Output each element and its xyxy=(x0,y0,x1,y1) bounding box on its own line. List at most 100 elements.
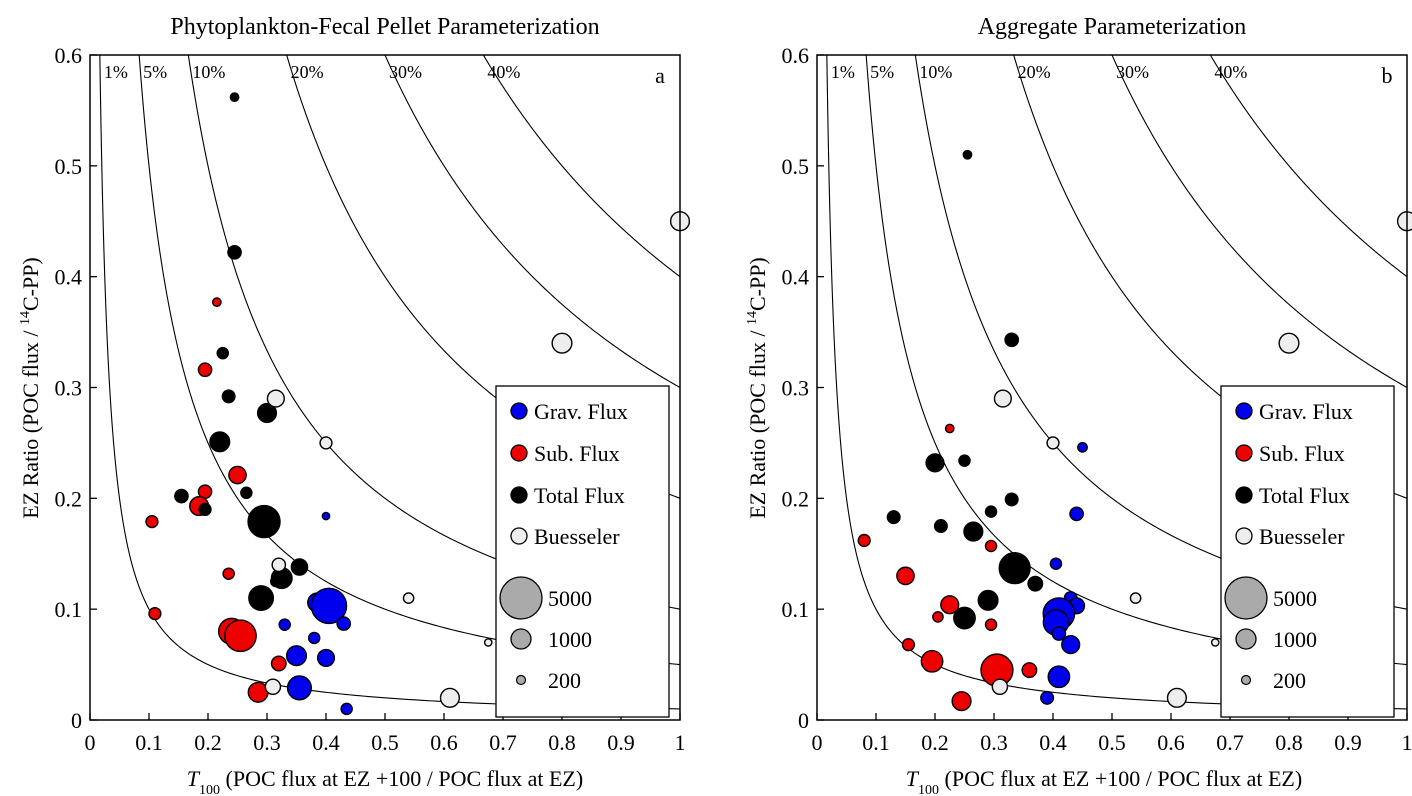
data-point xyxy=(1021,662,1038,679)
data-point xyxy=(857,533,871,548)
data-point xyxy=(933,519,948,534)
data-point xyxy=(224,619,257,653)
legend: Grav. Flux Sub. Flux Total Flux Buessele… xyxy=(1220,385,1395,718)
y-tick-label: 0.6 xyxy=(55,43,83,68)
legend-size-label-1000: 1000 xyxy=(1273,627,1317,652)
y-tick-label: 0.3 xyxy=(55,376,83,401)
data-point xyxy=(278,618,291,631)
x-tick-label: 0.4 xyxy=(312,730,340,755)
data-point xyxy=(148,606,162,621)
contour-line xyxy=(1209,55,1407,278)
data-point xyxy=(271,557,287,573)
data-point xyxy=(984,618,998,631)
plot-frame xyxy=(816,54,1408,721)
data-point xyxy=(977,589,999,611)
legend-label-sub: Sub. Flux xyxy=(534,441,620,466)
data-point xyxy=(940,595,960,615)
data-point xyxy=(962,149,973,160)
data-point xyxy=(1166,687,1187,708)
data-point xyxy=(211,297,222,308)
legend-size-label-5000: 5000 xyxy=(548,586,592,611)
legend-box xyxy=(1220,385,1395,718)
legend-marker-grav xyxy=(1235,402,1253,420)
data-point xyxy=(247,504,281,539)
contour-label: 20% xyxy=(291,62,324,82)
data-point xyxy=(307,631,321,645)
data-point xyxy=(229,92,240,103)
legend-size-1000 xyxy=(1235,628,1257,650)
data-point xyxy=(944,423,955,434)
chart-title: Aggregate Parameterization xyxy=(978,14,1247,40)
panel-label: a xyxy=(655,63,665,88)
data-point xyxy=(984,505,998,518)
data-point xyxy=(1047,665,1071,689)
contour-label: 40% xyxy=(1214,62,1247,82)
contour-labels: 1% 5% 10% 20% 30% 40% xyxy=(831,62,1248,82)
x-tick-label: 0.7 xyxy=(1216,730,1244,755)
contour-label: 30% xyxy=(389,62,422,82)
chart-title: Phytoplankton-Fecal Pellet Parameterizat… xyxy=(170,14,599,40)
legend-marker-buesseler xyxy=(510,527,528,545)
y-tick-label: 0.2 xyxy=(782,486,810,511)
y-tick-label: 0 xyxy=(798,708,809,733)
data-point xyxy=(1046,436,1060,450)
contour-line xyxy=(99,55,680,710)
x-tick-label: 0.2 xyxy=(921,730,949,755)
contour-label: 10% xyxy=(192,62,225,82)
legend-box xyxy=(495,385,670,718)
data-point xyxy=(266,389,285,408)
y-tick-label: 0.1 xyxy=(55,597,83,622)
x-tick-label: 0.5 xyxy=(371,730,399,755)
data-points xyxy=(145,92,691,716)
y-axis-label: EZ Ratio (POC flux / 14C-PP) xyxy=(18,257,43,519)
x-tick-label: 0 xyxy=(812,730,823,755)
x-tick-label: 0.5 xyxy=(1098,730,1126,755)
data-point xyxy=(1004,492,1019,507)
y-tick-label: 0.5 xyxy=(782,154,810,179)
data-point xyxy=(264,678,282,696)
data-point xyxy=(286,675,313,701)
data-point xyxy=(221,389,236,404)
contour-line xyxy=(1111,55,1407,388)
data-point xyxy=(920,649,944,673)
contour-label: 20% xyxy=(1018,62,1051,82)
x-tick-label: 0.3 xyxy=(980,730,1008,755)
x-tick-label: 0.4 xyxy=(1039,730,1067,755)
data-point xyxy=(310,587,348,625)
plot-frame xyxy=(89,54,681,721)
data-point xyxy=(321,511,331,521)
x-tick-label: 0.1 xyxy=(135,730,163,755)
legend-size-1000 xyxy=(510,628,532,650)
panel-a: Phytoplankton-Fecal Pellet Parameterizat… xyxy=(18,14,691,796)
x-tick-label: 0.9 xyxy=(1334,730,1362,755)
y-tick-label: 0.6 xyxy=(782,43,810,68)
x-axis-label: T100 (POC flux at EZ +100 / POC flux at … xyxy=(906,766,1302,796)
y-tick-label: 0.4 xyxy=(55,265,83,290)
data-point xyxy=(228,465,247,485)
x-tick-label: 0 xyxy=(85,730,96,755)
legend-size-label-5000: 5000 xyxy=(1273,586,1317,611)
legend-label-grav: Grav. Flux xyxy=(534,399,628,424)
data-point xyxy=(256,402,278,424)
data-point xyxy=(963,521,984,542)
y-tick-label: 0.3 xyxy=(782,376,810,401)
y-axis-ticks: 0 0.1 0.2 0.3 0.4 0.5 0.6 xyxy=(782,43,824,733)
data-point xyxy=(270,655,287,672)
contour-label: 5% xyxy=(143,62,167,82)
data-point xyxy=(958,454,971,467)
data-point xyxy=(285,645,308,667)
x-tick-label: 0.6 xyxy=(1157,730,1185,755)
contour-labels: 1% 5% 10% 20% 30% 40% xyxy=(104,62,521,82)
data-point xyxy=(886,510,901,525)
legend-size-label-200: 200 xyxy=(1273,668,1306,693)
data-point xyxy=(1051,626,1067,641)
data-point xyxy=(316,648,336,668)
contour-label: 1% xyxy=(104,62,128,82)
data-point xyxy=(1061,635,1081,655)
data-point xyxy=(998,552,1031,585)
x-tick-label: 1 xyxy=(675,730,686,755)
legend-label-total: Total Flux xyxy=(534,483,625,508)
contour-line xyxy=(482,55,680,278)
data-point xyxy=(1129,592,1142,604)
